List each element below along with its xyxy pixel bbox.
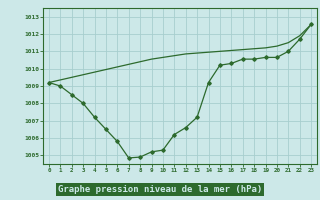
Text: Graphe pression niveau de la mer (hPa): Graphe pression niveau de la mer (hPa)	[58, 185, 262, 194]
